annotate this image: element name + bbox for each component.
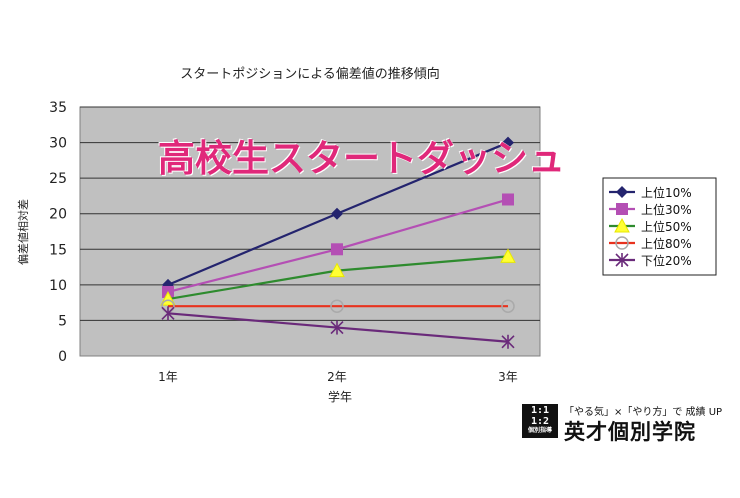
y-axis-ticks: 0 5 10 15 20 25 30 35 [49, 100, 67, 365]
data-point [331, 207, 343, 220]
data-point [500, 248, 516, 263]
y-tick-label: 30 [49, 136, 67, 152]
legend-swatch-marker [616, 186, 628, 198]
grid-lines [80, 106, 540, 321]
x-tick-label: 1年 [158, 370, 178, 384]
y-tick-label: 10 [49, 278, 67, 294]
logo-name: 英才個別学院 [564, 420, 696, 444]
data-point [502, 193, 514, 206]
data-point [501, 334, 515, 349]
y-tick-label: 35 [49, 100, 67, 116]
legend-swatch-marker [616, 203, 628, 215]
data-point [501, 299, 515, 313]
y-tick-label: 25 [49, 171, 67, 187]
y-tick-label: 20 [49, 207, 67, 223]
legend-label: 上位30% [641, 202, 692, 217]
logo-mark: 1:1 1:2 個別指導 [522, 404, 558, 438]
plot-area [79, 106, 541, 357]
series-group [160, 136, 516, 349]
legend-label: 上位50% [641, 219, 692, 234]
brand-logo: 1:1 1:2 個別指導 「やる気」×「やり方」で 成績 UP 英才個別学院 [522, 402, 734, 444]
data-point [330, 320, 344, 335]
logo-tagline: 「やる気」×「やり方」で 成績 UP [564, 407, 723, 418]
data-point [329, 262, 345, 278]
legend-label: 上位80% [641, 236, 692, 251]
data-point [161, 306, 175, 321]
legend-swatch-marker [615, 253, 629, 267]
x-axis-ticks: 1年 2年 3年 [158, 370, 518, 384]
legend-swatch-marker [615, 236, 629, 250]
y-tick-label: 5 [58, 313, 67, 329]
x-tick-label: 2年 [327, 370, 347, 384]
legend: 上位10% 上位30% 上位50% 上位80% 下位20% [602, 177, 717, 276]
logo-mark-mid: 1:2 [530, 416, 550, 427]
logo-mark-sub: 個別指導 [527, 427, 552, 434]
y-tick-label: 15 [49, 242, 67, 258]
x-tick-label: 3年 [498, 370, 518, 384]
x-axis-label: 学年 [328, 389, 352, 404]
legend-label: 上位10% [641, 185, 692, 200]
y-axis-label: 偏差値相対差 [16, 199, 30, 265]
legend-label: 下位20% [641, 253, 692, 268]
y-tick-label: 0 [58, 349, 67, 365]
chart-title: スタートポジションによる偏差値の推移傾向 [180, 66, 440, 82]
data-point [331, 243, 343, 256]
overlay-title: 高校生スタートダッシュ [158, 137, 565, 180]
data-point [502, 136, 514, 149]
legend-swatch-marker [614, 217, 630, 233]
data-point [330, 299, 344, 313]
logo-mark-top: 1:1 [530, 405, 550, 416]
